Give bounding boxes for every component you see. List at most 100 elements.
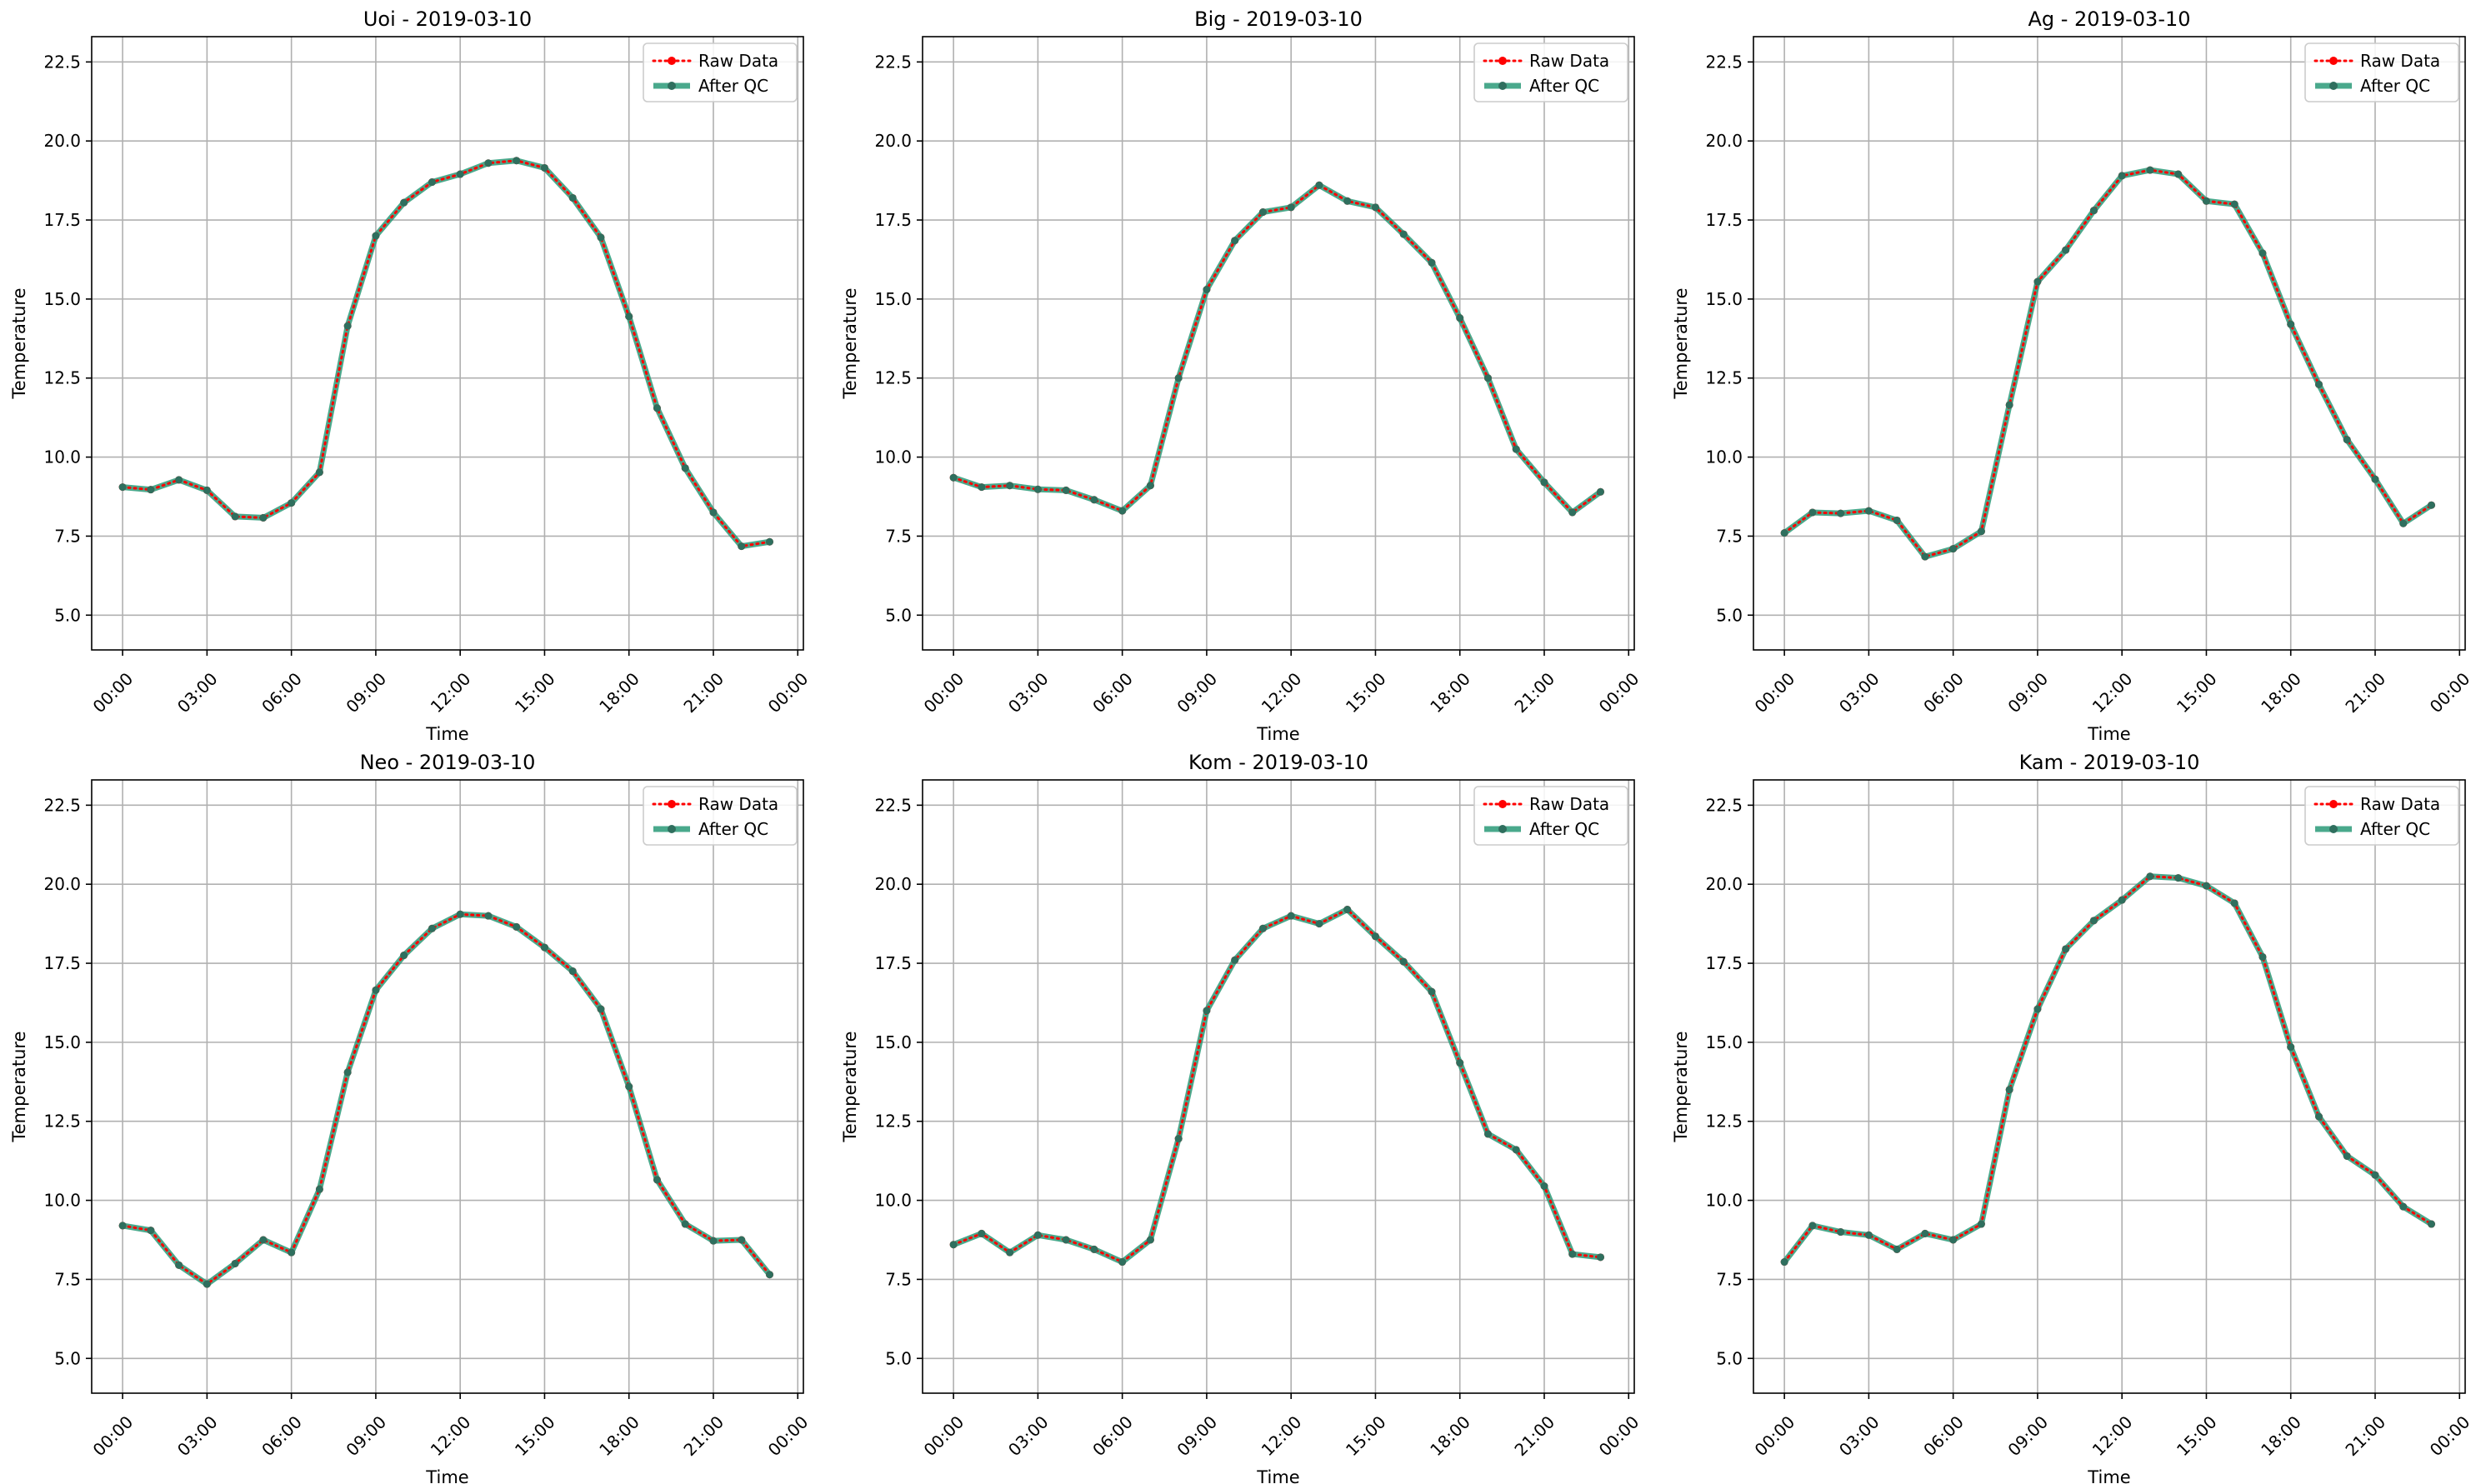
data-point-after-qc <box>147 1227 155 1235</box>
x-tick-label: 09:00 <box>2003 668 2052 717</box>
data-point-after-qc <box>2371 475 2379 483</box>
data-point-after-qc <box>1371 203 1379 212</box>
y-tick-label: 10.0 <box>874 1191 912 1211</box>
data-point-after-qc <box>2089 207 2098 215</box>
data-point-after-qc <box>2399 519 2408 527</box>
series-line-after-qc <box>122 911 773 1287</box>
y-tick-label: 15.0 <box>1705 1032 1743 1052</box>
x-tick-label: 03:00 <box>1004 1412 1053 1460</box>
legend: Raw Data After QC <box>1473 42 1628 102</box>
data-point-after-qc <box>1893 1245 1901 1253</box>
data-point-after-qc <box>1203 286 1211 294</box>
data-point-after-qc <box>343 322 352 330</box>
x-tick-label: 03:00 <box>1835 668 1883 717</box>
x-tick-label: 00:00 <box>1751 1412 1799 1460</box>
data-point-after-qc <box>2427 1220 2435 1228</box>
data-point-after-qc <box>1808 508 1817 517</box>
y-tick-label: 7.5 <box>885 1269 912 1289</box>
data-point-after-qc <box>2174 170 2183 178</box>
data-point-after-qc <box>568 193 577 202</box>
x-tick-label: 12:00 <box>1258 668 1306 717</box>
data-point-after-qc <box>2033 277 2042 286</box>
y-tick-label: 17.5 <box>1705 210 1743 230</box>
data-point-after-qc <box>2230 200 2238 208</box>
legend: Raw Data After QC <box>643 786 798 846</box>
data-point-after-qc <box>1456 314 1464 322</box>
data-point-after-qc <box>513 157 521 165</box>
x-tick-label: 00:00 <box>89 1412 138 1460</box>
x-tick-label: 12:00 <box>2088 668 2137 717</box>
x-tick-label: 00:00 <box>1751 668 1799 717</box>
data-point-after-qc <box>1540 1182 1548 1191</box>
data-point-after-qc <box>231 1259 239 1267</box>
y-tick-label: 12.5 <box>874 1112 912 1132</box>
y-tick-label: 7.5 <box>54 526 81 546</box>
x-axis-label: Time <box>2087 1467 2130 1484</box>
subplot-title: Kam - 2019-03-10 <box>2019 751 2200 774</box>
data-point-after-qc <box>2314 1112 2323 1121</box>
data-point-after-qc <box>681 464 689 472</box>
data-point-after-qc <box>175 476 183 484</box>
y-tick-label: 7.5 <box>1716 526 1743 546</box>
x-tick-label: 15:00 <box>2173 1412 2221 1460</box>
data-point-after-qc <box>2314 380 2323 388</box>
data-point-after-qc <box>1483 374 1492 382</box>
legend-marker-raw-data <box>1498 57 1507 65</box>
legend-marker-raw-data <box>1498 800 1507 808</box>
data-point-after-qc <box>259 513 268 522</box>
x-tick-label: 21:00 <box>679 668 728 717</box>
data-point-after-qc <box>1949 1236 1958 1244</box>
y-tick-label: 10.0 <box>43 1191 81 1211</box>
data-point-after-qc <box>1864 507 1873 515</box>
data-point-after-qc <box>1174 1135 1183 1143</box>
legend-label-raw-data: Raw Data <box>698 794 778 814</box>
y-tick-label: 22.5 <box>1705 52 1743 72</box>
x-tick-label: 06:00 <box>1088 1412 1137 1460</box>
data-point-after-qc <box>315 1185 323 1193</box>
data-point-after-qc <box>2258 952 2267 961</box>
x-tick-label: 06:00 <box>258 1412 306 1460</box>
x-tick-label: 00:00 <box>2426 668 2474 717</box>
data-point-after-qc <box>709 1237 718 1245</box>
y-tick-label: 15.0 <box>43 289 81 309</box>
data-point-after-qc <box>1203 1007 1211 1015</box>
data-point-after-qc <box>1033 1231 1042 1239</box>
y-tick-label: 15.0 <box>874 289 912 309</box>
y-axis-label: Temperature <box>9 287 29 399</box>
y-tick-label: 22.5 <box>1705 795 1743 815</box>
data-point-after-qc <box>1090 496 1098 504</box>
data-point-after-qc <box>949 473 958 482</box>
y-tick-label: 20.0 <box>1705 874 1743 894</box>
data-point-after-qc <box>288 499 296 507</box>
data-point-after-qc <box>2089 917 2098 925</box>
data-point-after-qc <box>1456 1059 1464 1067</box>
data-point-after-qc <box>428 178 436 187</box>
data-point-after-qc <box>765 1271 773 1279</box>
data-point-after-qc <box>1540 478 1548 487</box>
y-tick-label: 7.5 <box>54 1269 81 1289</box>
data-point-after-qc <box>2287 320 2295 328</box>
data-point-after-qc <box>1090 1245 1098 1253</box>
data-point-after-qc <box>2062 945 2070 953</box>
x-axis-label: Time <box>1256 724 1299 744</box>
data-point-after-qc <box>2343 1152 2351 1160</box>
subplot-6: 00:00 03:00 06:00 09:00 12:00 15:00 18:00 21:00… <box>1671 751 2473 1484</box>
legend-marker-raw-data <box>668 57 676 65</box>
x-tick-label: 06:00 <box>258 668 306 717</box>
data-point-after-qc <box>568 967 577 976</box>
data-point-after-qc <box>2118 896 2126 904</box>
axes-frame <box>922 36 1635 651</box>
data-point-after-qc <box>1315 181 1323 189</box>
legend: Raw Data After QC <box>2304 786 2459 846</box>
y-tick-label: 17.5 <box>874 953 912 973</box>
x-tick-label: 03:00 <box>1835 1412 1883 1460</box>
data-point-after-qc <box>428 924 436 932</box>
x-tick-label: 09:00 <box>1173 1412 1221 1460</box>
x-tick-label: 00:00 <box>920 1412 968 1460</box>
data-point-after-qc <box>597 233 605 242</box>
y-tick-label: 17.5 <box>874 210 912 230</box>
subplot-5: 00:00 03:00 06:00 09:00 12:00 15:00 18:00 21:00… <box>840 751 1643 1484</box>
data-point-after-qc <box>765 537 773 546</box>
data-point-after-qc <box>1371 932 1379 941</box>
data-point-after-qc <box>456 910 464 918</box>
